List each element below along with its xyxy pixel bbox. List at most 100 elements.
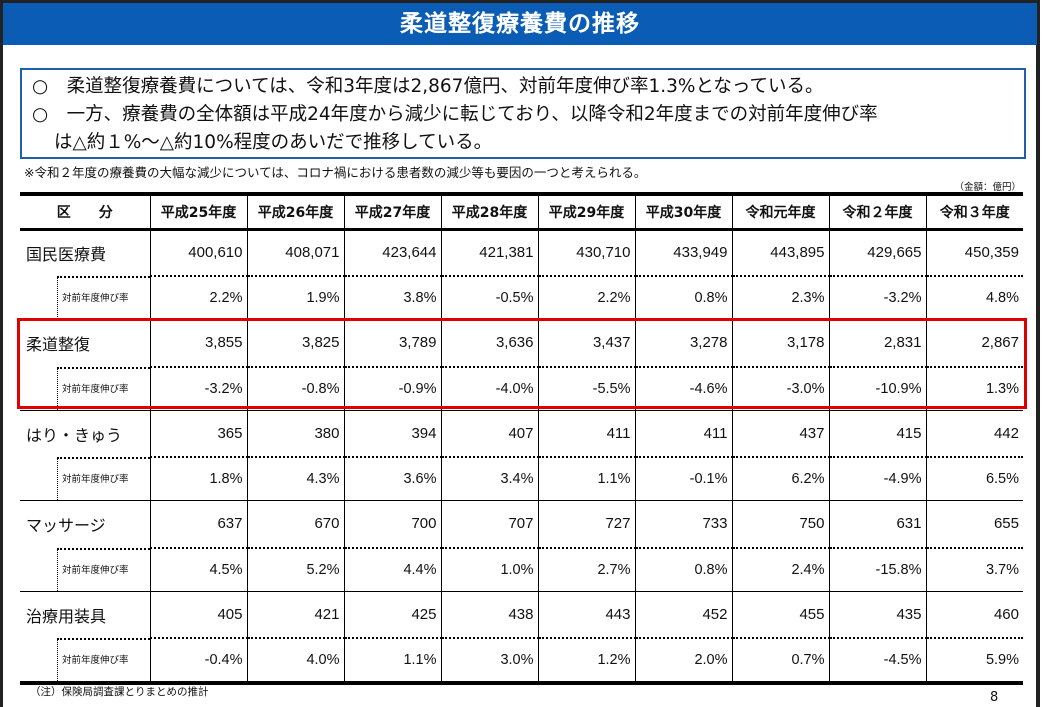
table-row: 治療用装具 405 421 425 438 443 452 455 435 460 bbox=[20, 590, 1023, 638]
rate-cell: 6.5% bbox=[925, 456, 1023, 501]
rate-cell: 3.7% bbox=[925, 546, 1023, 591]
rate-cell: 0.7% bbox=[731, 637, 829, 683]
rate-cell: 3.0% bbox=[440, 637, 538, 683]
summary-box: ○ 柔道整復療養費については、令和3年度は2,867億円、対前年度伸び率1.3%… bbox=[20, 68, 1026, 159]
value-cell: 415 bbox=[828, 409, 926, 457]
rate-label-cell: 対前年度伸び率 bbox=[20, 547, 150, 592]
value-cell: 3,855 bbox=[149, 319, 247, 367]
value-cell: 3,636 bbox=[440, 319, 538, 367]
rate-cell: 4.3% bbox=[246, 456, 344, 501]
rate-label: 対前年度伸び率 bbox=[57, 638, 150, 681]
value-cell: 2,867 bbox=[925, 319, 1023, 367]
category-header: 区 分 bbox=[20, 194, 150, 231]
rate-cell: 1.2% bbox=[537, 637, 635, 683]
value-cell: 394 bbox=[343, 409, 441, 457]
value-cell: 450,359 bbox=[925, 229, 1023, 276]
rate-cell: -0.8% bbox=[246, 365, 344, 410]
column-header: 平成25年度 bbox=[149, 194, 247, 231]
rate-cell: 1.8% bbox=[149, 456, 247, 501]
rate-cell: 2.0% bbox=[634, 637, 732, 683]
column-header: 令和３年度 bbox=[925, 194, 1023, 231]
category-label: 国民医療費 bbox=[26, 245, 107, 265]
value-cell: 400,610 bbox=[149, 229, 247, 276]
value-cell: 411 bbox=[537, 409, 635, 457]
rate-row: 対前年度伸び率 -3.2% -0.8% -0.9% -4.0% -5.5% -4.6% -3.… bbox=[20, 365, 1023, 411]
rate-label-cell: 対前年度伸び率 bbox=[20, 457, 150, 501]
value-cell: 727 bbox=[537, 500, 635, 548]
value-cell: 3,278 bbox=[634, 319, 732, 367]
rate-cell: -3.2% bbox=[149, 365, 247, 410]
rate-label: 対前年度伸び率 bbox=[57, 457, 150, 500]
value-cell: 437 bbox=[731, 409, 829, 457]
rate-cell: -15.8% bbox=[828, 546, 926, 591]
value-cell: 435 bbox=[828, 590, 926, 638]
rate-row: 対前年度伸び率 4.5% 5.2% 4.4% 1.0% 2.7% 0.8% 2.4% -15.8… bbox=[20, 546, 1023, 592]
table-row: はり・きゅう 365 380 394 407 411 411 437 415 442 bbox=[20, 409, 1023, 457]
rate-cell: 1.1% bbox=[343, 637, 441, 683]
footnote: （注）保険局調査課とりまとめの推計 bbox=[30, 686, 209, 698]
category-label: 治療用装具 bbox=[20, 590, 150, 638]
value-cell: 707 bbox=[440, 500, 538, 548]
rate-cell: 2.7% bbox=[537, 546, 635, 591]
value-cell: 430,710 bbox=[537, 229, 635, 276]
rate-cell: 2.3% bbox=[731, 275, 829, 320]
rate-cell: 4.5% bbox=[149, 546, 247, 591]
note: ※令和２年度の療養費の大幅な減少については、コロナ禍における患者数の減少等も要因… bbox=[24, 165, 647, 180]
column-header: 令和元年度 bbox=[731, 194, 829, 231]
value-cell: 750 bbox=[731, 500, 829, 548]
value-cell: 3,437 bbox=[537, 319, 635, 367]
rate-row: 対前年度伸び率 -0.4% 4.0% 1.1% 3.0% 1.2% 2.0% 0.7% -4.5… bbox=[20, 637, 1023, 683]
value-cell: 365 bbox=[149, 409, 247, 457]
rate-label-cell: 対前年度伸び率 bbox=[20, 638, 150, 683]
category-label: マッサージ bbox=[20, 500, 150, 548]
rate-label: 対前年度伸び率 bbox=[57, 366, 150, 410]
value-cell: 443,895 bbox=[731, 229, 829, 276]
rate-cell: -4.0% bbox=[440, 365, 538, 410]
summary-line: ○ 一方、療養費の全体額は平成24年度から減少に転じており、以降令和2年度までの… bbox=[32, 104, 878, 125]
rate-label: 対前年度伸び率 bbox=[57, 547, 150, 591]
rate-cell: 1.3% bbox=[925, 365, 1023, 410]
cost-table: 区 分平成25年度 平成26年度 平成27年度 平成28年度 平成29年度 平成30年度令… bbox=[20, 192, 1023, 685]
value-cell: 700 bbox=[343, 500, 441, 548]
value-cell: 407 bbox=[440, 409, 538, 457]
rate-cell: -3.0% bbox=[731, 365, 829, 410]
column-header: 平成27年度 bbox=[343, 194, 441, 231]
value-cell: 2,831 bbox=[828, 319, 926, 367]
value-cell: 421,381 bbox=[440, 229, 538, 276]
rate-cell: 2.2% bbox=[537, 275, 635, 320]
table-row: マッサージ 637 670 700 707 727 733 750 631 655 bbox=[20, 500, 1023, 548]
value-cell: 433,949 bbox=[634, 229, 732, 276]
rate-label-cell: 対前年度伸び率 bbox=[20, 276, 150, 320]
rate-cell: 6.2% bbox=[731, 456, 829, 501]
column-header: 平成28年度 bbox=[440, 194, 538, 231]
header-row: 区 分平成25年度 平成26年度 平成27年度 平成28年度 平成29年度 平成30年度令… bbox=[20, 194, 1023, 231]
rate-cell: -0.4% bbox=[149, 637, 247, 683]
rate-cell: 4.8% bbox=[925, 275, 1023, 320]
rate-cell: -5.5% bbox=[537, 365, 635, 410]
value-cell: 733 bbox=[634, 500, 732, 548]
value-cell: 405 bbox=[149, 590, 247, 638]
rate-cell: 2.2% bbox=[149, 275, 247, 320]
rate-cell: 3.4% bbox=[440, 456, 538, 501]
value-cell: 455 bbox=[731, 590, 829, 638]
column-header: 平成30年度 bbox=[634, 194, 732, 231]
value-cell: 429,665 bbox=[828, 229, 926, 276]
rate-cell: 1.1% bbox=[537, 456, 635, 501]
table-row: 国民医療費 400,610 408,071 423,644 421,381 430,710… bbox=[20, 229, 1023, 276]
summary-line: は△約１%～△約10%程度のあいだで推移している。 bbox=[54, 132, 493, 153]
rate-cell: -4.5% bbox=[828, 637, 926, 683]
rate-cell: 0.8% bbox=[634, 275, 732, 320]
value-cell: 460 bbox=[925, 590, 1023, 638]
unit-label: （金額：億円） bbox=[954, 182, 1021, 193]
rate-label-cell: 対前年度伸び率 bbox=[20, 366, 150, 411]
value-cell: 655 bbox=[925, 500, 1023, 548]
rate-label: 対前年度伸び率 bbox=[57, 276, 150, 319]
value-cell: 421 bbox=[246, 590, 344, 638]
value-cell: 443 bbox=[537, 590, 635, 638]
value-cell: 637 bbox=[149, 500, 247, 548]
value-cell: 670 bbox=[246, 500, 344, 548]
value-cell: 631 bbox=[828, 500, 926, 548]
rate-cell: 5.2% bbox=[246, 546, 344, 591]
rate-cell: 1.0% bbox=[440, 546, 538, 591]
